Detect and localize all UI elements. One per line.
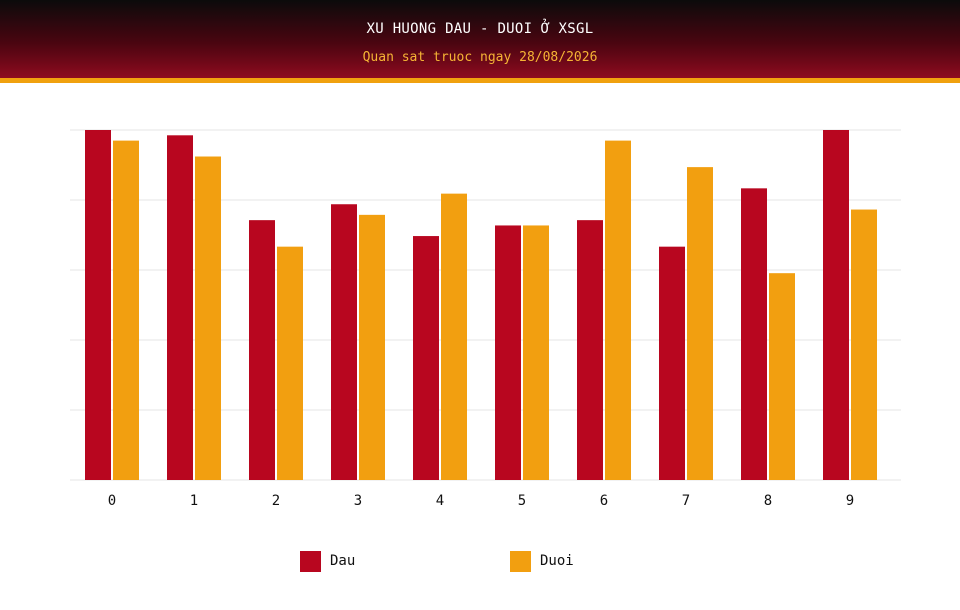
bar-duoi-5[interactable] <box>523 225 549 480</box>
legend-item-dau[interactable]: Dau <box>300 550 355 572</box>
legend-label-duoi: Duoi <box>540 553 574 569</box>
chart-title: XU HUONG DAU - DUOI Ở XSGL <box>366 21 594 37</box>
x-tick-label: 0 <box>108 493 116 509</box>
bar-dau-3[interactable] <box>331 204 357 480</box>
bar-duoi-7[interactable] <box>687 167 713 480</box>
bar-duoi-0[interactable] <box>113 140 139 480</box>
bar-duoi-3[interactable] <box>359 214 385 480</box>
x-tick-label: 3 <box>354 493 362 509</box>
bar-duoi-6[interactable] <box>605 140 631 480</box>
x-tick-label: 5 <box>518 493 526 509</box>
bar-dau-0[interactable] <box>85 130 111 480</box>
x-tick-label: 4 <box>436 493 444 509</box>
x-tick-label: 9 <box>846 493 854 509</box>
bar-duoi-1[interactable] <box>195 156 221 481</box>
bar-dau-2[interactable] <box>249 220 275 480</box>
legend-swatch-duoi <box>510 550 531 572</box>
bar-dau-4[interactable] <box>413 236 439 480</box>
x-tick-label: 6 <box>600 493 608 509</box>
x-tick-label: 7 <box>682 493 690 509</box>
bar-dau-1[interactable] <box>167 135 193 480</box>
x-tick-label: 1 <box>190 493 198 509</box>
header-accent-stripe <box>0 78 960 83</box>
bar-dau-6[interactable] <box>577 220 603 480</box>
x-tick-label: 2 <box>272 493 280 509</box>
x-tick-label: 8 <box>764 493 772 509</box>
chart-header <box>0 0 960 78</box>
legend-swatch-dau <box>300 550 321 572</box>
chart-subtitle: Quan sat truoc ngay 28/08/2026 <box>362 50 598 65</box>
bar-dau-7[interactable] <box>659 246 685 480</box>
legend-label-dau: Dau <box>330 553 356 569</box>
bar-duoi-4[interactable] <box>441 193 467 481</box>
bar-dau-8[interactable] <box>741 188 767 481</box>
bar-duoi-8[interactable] <box>769 273 795 480</box>
bar-duoi-9[interactable] <box>851 209 877 480</box>
bar-dau-9[interactable] <box>823 130 849 480</box>
bar-dau-5[interactable] <box>495 225 521 480</box>
legend-item-duoi[interactable]: Duoi <box>510 550 574 572</box>
bar-duoi-2[interactable] <box>277 246 303 480</box>
